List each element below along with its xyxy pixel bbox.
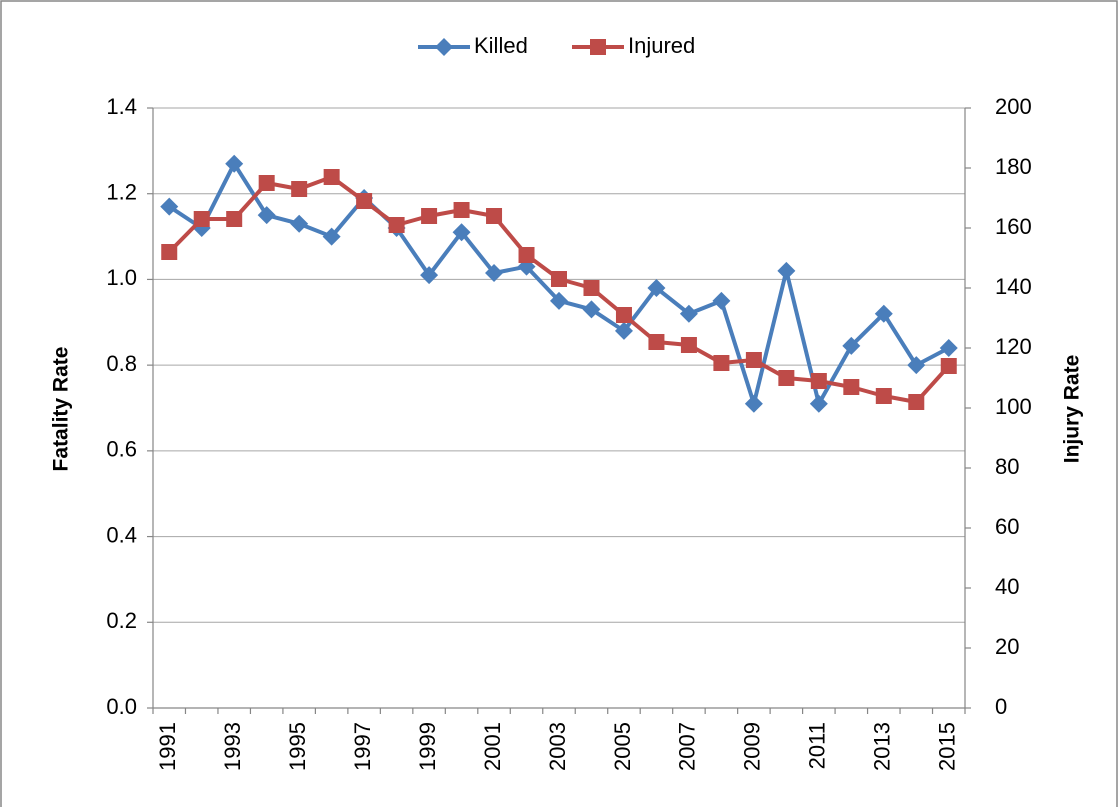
series-marker [485,264,504,282]
series-marker [875,388,892,404]
y-tick-label: 0.8 [106,351,137,376]
legend-marker [590,39,606,55]
series-marker [809,394,828,413]
series-marker [421,208,438,224]
series-marker [647,279,666,297]
series-marker [648,334,665,350]
series-marker [258,175,275,191]
series-marker [420,266,439,285]
series-marker [226,211,243,227]
y-tick-label: 0.2 [106,608,137,633]
series-marker [161,244,178,260]
series-marker [453,202,470,218]
y2-tick-label: 160 [995,214,1032,239]
legend-marker [435,38,453,56]
series-marker [583,280,600,296]
y-tick-label: 1.0 [106,265,137,290]
series-marker [843,379,860,395]
series-marker [907,356,926,375]
y2-tick-label: 40 [995,574,1019,599]
y2-tick-label: 60 [995,514,1019,539]
y-tick-label: 0.6 [106,437,137,462]
y-tick-label: 0.0 [106,694,137,719]
x-tick-label: 2007 [675,722,700,771]
y2-tick-label: 120 [995,334,1032,359]
series-marker [614,321,633,340]
x-tick-label: 2005 [610,722,635,771]
x-tick-label: 1999 [415,722,440,771]
series-marker [193,211,210,227]
series-marker [486,208,503,224]
x-tick-label: 1991 [155,722,180,771]
series-marker [290,214,309,233]
series-marker [842,336,861,355]
legend-label: Killed [474,33,528,58]
series-marker [550,291,568,310]
series-marker [778,370,795,386]
y2-tick-label: 0 [995,694,1007,719]
series-marker [810,373,827,389]
x-tick-label: 1993 [220,722,245,771]
x-tick-label: 2009 [740,722,765,771]
series-marker [615,307,632,323]
series-marker [356,193,373,209]
series-marker [745,352,762,368]
x-tick-label: 2015 [935,722,960,771]
y2-tick-label: 100 [995,394,1032,419]
y2-tick-label: 180 [995,154,1032,179]
series-marker [551,271,567,287]
y2-axis-title: Injury Rate [1061,355,1084,464]
series-marker [225,154,244,173]
x-tick-label: 2011 [805,722,830,769]
series-marker [257,206,276,225]
series-marker [679,304,698,323]
series-marker [777,261,796,280]
x-tick-label: 2013 [870,722,895,771]
x-tick-label: 1997 [350,722,375,771]
x-tick-label: 2003 [545,722,570,771]
y2-tick-label: 140 [995,274,1032,299]
series-marker [323,169,340,185]
series-marker [582,300,601,319]
series-marker [518,247,535,263]
legend-label: Injured [628,33,695,58]
series-marker [940,358,957,374]
series-marker [322,227,341,246]
series-marker [291,181,308,197]
y-tick-label: 1.2 [106,180,137,205]
y-tick-label: 1.4 [106,94,137,119]
series-marker [939,339,958,357]
y-tick-label: 0.4 [106,522,137,547]
series-marker [680,337,697,353]
series-marker [744,394,763,413]
x-tick-label: 2001 [480,722,505,771]
series-marker [452,223,471,242]
series-marker [388,217,405,233]
y2-tick-label: 20 [995,634,1019,659]
series-marker [712,291,731,310]
series-marker [874,304,893,323]
series-marker [713,355,730,371]
y-axis-title: Fatality Rate [50,347,73,472]
y2-tick-label: 80 [995,454,1019,479]
series-marker [908,394,925,410]
y2-tick-label: 200 [995,94,1032,119]
series-marker [160,197,179,216]
x-tick-label: 1995 [285,722,310,771]
